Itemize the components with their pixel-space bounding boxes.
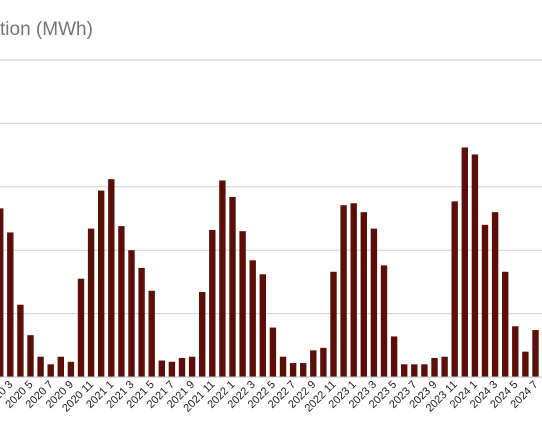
- bar-2023-4: [380, 265, 388, 377]
- bar-2023-10: [441, 356, 448, 377]
- bar-2022-9: [310, 350, 317, 377]
- bar-2020-11: [87, 228, 95, 377]
- bar-2024-2: [481, 224, 489, 377]
- bar-2020-4: [17, 304, 24, 377]
- bar-2023-1: [350, 203, 357, 377]
- bar-2022-7: [289, 363, 297, 377]
- bar-2023-6: [401, 364, 408, 377]
- bar-2021-3: [128, 250, 135, 377]
- bar-2021-5: [148, 290, 155, 377]
- bar-2022-2: [239, 231, 246, 377]
- bar-2020-7: [47, 364, 54, 377]
- bar-2023-5: [390, 336, 398, 377]
- bar-2024-1: [471, 154, 479, 377]
- bar-2020-10: [77, 278, 85, 377]
- bar-2022-3: [249, 260, 256, 377]
- bar-2020-5: [27, 335, 34, 377]
- bar-2022-10: [320, 347, 327, 377]
- bar-2020-3: [7, 232, 14, 377]
- bar-2022-8: [300, 363, 307, 377]
- bar-2023-12: [461, 147, 468, 377]
- bar-2021-4: [138, 267, 145, 377]
- bar-2023-8: [421, 364, 428, 377]
- bar-2024-7: [532, 330, 539, 377]
- bar-2024-4: [502, 271, 509, 377]
- bar-2022-5: [269, 327, 277, 377]
- bar-2024-6: [522, 351, 529, 377]
- bar-2021-9: [188, 356, 196, 377]
- bar-2020-2: [0, 208, 4, 377]
- bar-2023-3: [370, 228, 378, 377]
- bar-2021-6: [158, 360, 165, 377]
- bar-2023-2: [360, 212, 367, 377]
- bar-2020-12: [98, 190, 105, 377]
- bar-2022-11: [330, 271, 337, 377]
- bar-2024-5: [512, 326, 519, 377]
- bar-2021-1: [108, 179, 115, 377]
- bar-2021-2: [118, 226, 125, 377]
- bar-2023-11: [451, 201, 458, 377]
- bar-2020-9: [67, 361, 75, 377]
- bar-2023-9: [431, 357, 438, 377]
- bar-2022-6: [279, 356, 287, 377]
- bar-2021-12: [219, 180, 226, 377]
- bar-2021-7: [168, 361, 176, 377]
- bar-2022-4: [259, 274, 266, 377]
- bar-2022-1: [229, 196, 236, 377]
- bar-2023-7: [411, 364, 418, 377]
- bar-2022-12: [340, 205, 347, 377]
- bar-2021-8: [178, 357, 186, 377]
- bar-2021-10: [199, 292, 206, 377]
- bar-2020-8: [57, 356, 64, 377]
- bar-2020-6: [37, 356, 44, 377]
- bar-2024-3: [491, 212, 499, 377]
- bar-2021-11: [209, 229, 216, 377]
- chart-title: tion (MWh): [0, 19, 93, 40]
